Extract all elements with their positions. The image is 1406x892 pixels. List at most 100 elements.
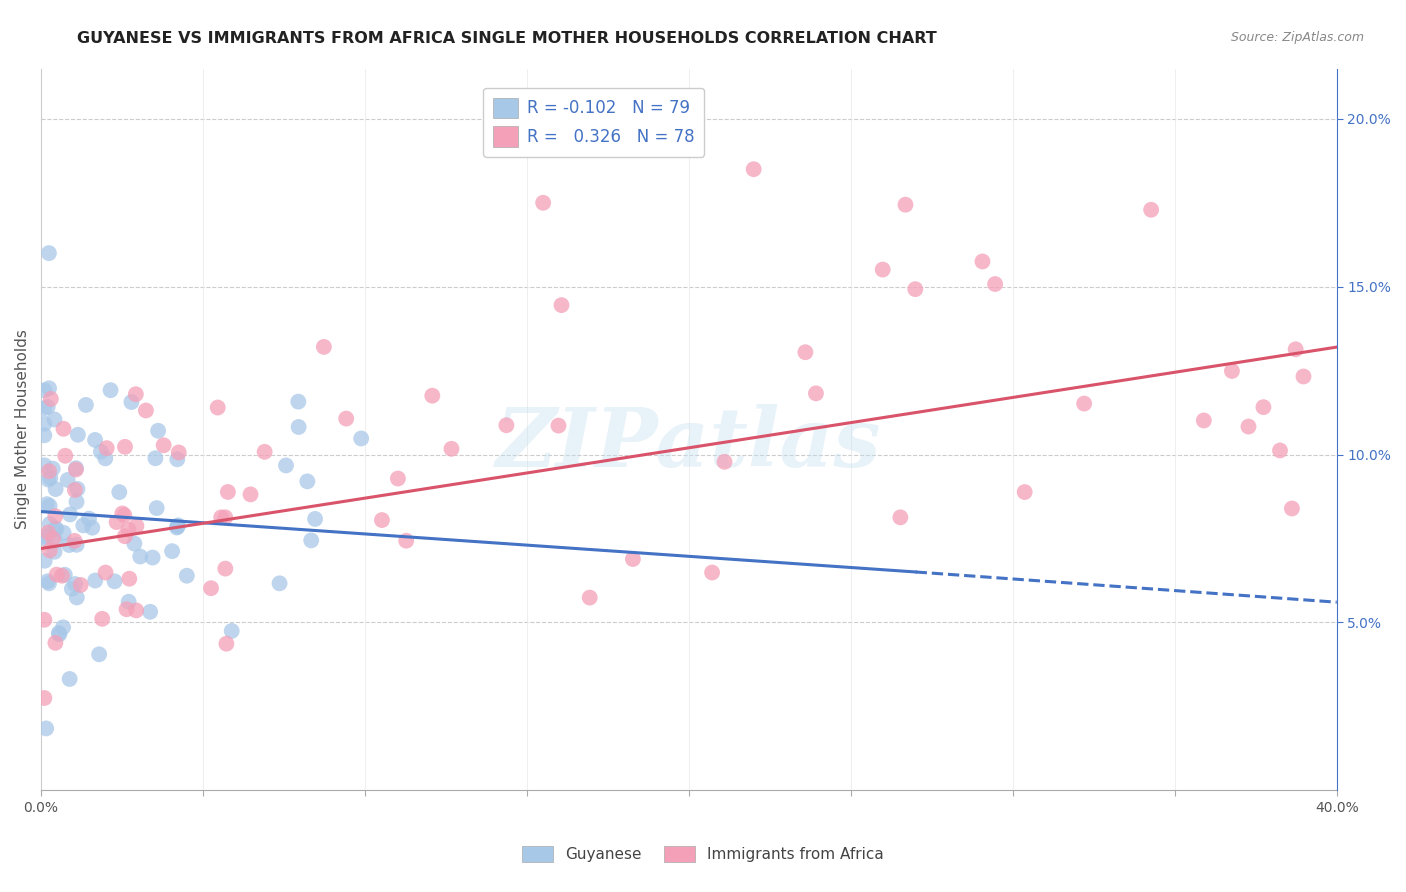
Point [111, 507, 134, 521]
Point [84, 574, 107, 588]
Point [118, 572, 141, 586]
Point [713, 455, 735, 469]
Point [1014, 485, 1036, 500]
Point [91, 612, 114, 626]
Point [115, 602, 138, 616]
Point [117, 595, 139, 609]
Point [239, 487, 262, 501]
Point [34, 613, 56, 627]
Point [215, 637, 238, 651]
Point [34, 691, 56, 706]
Point [1220, 364, 1243, 378]
Point [112, 508, 135, 523]
Point [66, 427, 89, 442]
Point [63, 533, 86, 548]
Point [53, 449, 76, 463]
Point [44, 412, 66, 426]
Point [145, 451, 167, 466]
Point [125, 603, 148, 617]
Point [48, 626, 70, 640]
Point [45, 522, 67, 536]
Point [440, 442, 463, 456]
Point [1140, 202, 1163, 217]
Point [550, 298, 572, 312]
Point [217, 485, 239, 500]
Point [66, 482, 89, 496]
Point [335, 411, 357, 425]
Text: GUYANESE VS IMMIGRANTS FROM AFRICA SINGLE MOTHER HOUSEHOLDS CORRELATION CHART: GUYANESE VS IMMIGRANTS FROM AFRICA SINGL… [77, 31, 936, 46]
Point [52, 422, 75, 436]
Point [44, 522, 66, 536]
Point [39, 471, 62, 485]
Point [531, 195, 554, 210]
Point [65, 495, 87, 509]
Point [214, 510, 236, 524]
Point [56, 473, 79, 487]
Point [77, 511, 100, 525]
Point [120, 395, 142, 409]
Point [42, 532, 65, 546]
Point [1237, 419, 1260, 434]
Point [60, 582, 83, 596]
Point [117, 523, 139, 537]
Point [160, 544, 183, 558]
Point [984, 277, 1007, 291]
Text: Source: ZipAtlas.com: Source: ZipAtlas.com [1230, 31, 1364, 45]
Point [1268, 443, 1291, 458]
Point [63, 577, 86, 591]
Point [59, 672, 82, 686]
Point [139, 605, 162, 619]
Legend: Guyanese, Immigrants from Africa: Guyanese, Immigrants from Africa [516, 840, 890, 868]
Point [578, 591, 600, 605]
Point [34, 458, 56, 473]
Point [269, 576, 291, 591]
Point [44, 545, 66, 559]
Point [45, 482, 67, 496]
Point [34, 401, 56, 416]
Point [38, 499, 60, 513]
Point [904, 282, 927, 296]
Point [794, 345, 817, 359]
Point [253, 445, 276, 459]
Point [48, 627, 70, 641]
Point [209, 510, 232, 524]
Point [69, 578, 91, 592]
Point [44, 636, 66, 650]
Point [547, 418, 569, 433]
Point [105, 515, 128, 529]
Point [299, 533, 322, 548]
Point [44, 533, 66, 548]
Point [38, 576, 60, 591]
Point [45, 567, 67, 582]
Point [214, 561, 236, 575]
Point [42, 461, 65, 475]
Point [297, 475, 319, 489]
Point [312, 340, 335, 354]
Point [63, 483, 86, 497]
Point [35, 497, 58, 511]
Point [1292, 369, 1315, 384]
Point [114, 440, 136, 454]
Point [38, 516, 60, 531]
Point [872, 262, 894, 277]
Point [34, 532, 56, 546]
Point [108, 485, 131, 500]
Point [51, 568, 73, 582]
Point [34, 417, 56, 431]
Point [200, 581, 222, 595]
Point [889, 510, 911, 524]
Point [52, 525, 75, 540]
Point [37, 473, 59, 487]
Point [129, 549, 152, 564]
Point [167, 445, 190, 459]
Point [52, 620, 75, 634]
Point [124, 536, 146, 550]
Point [87, 648, 110, 662]
Point [65, 461, 87, 475]
Point [700, 566, 723, 580]
Point [142, 550, 165, 565]
Point [38, 464, 60, 478]
Point [152, 438, 174, 452]
Point [58, 538, 80, 552]
Point [59, 508, 82, 522]
